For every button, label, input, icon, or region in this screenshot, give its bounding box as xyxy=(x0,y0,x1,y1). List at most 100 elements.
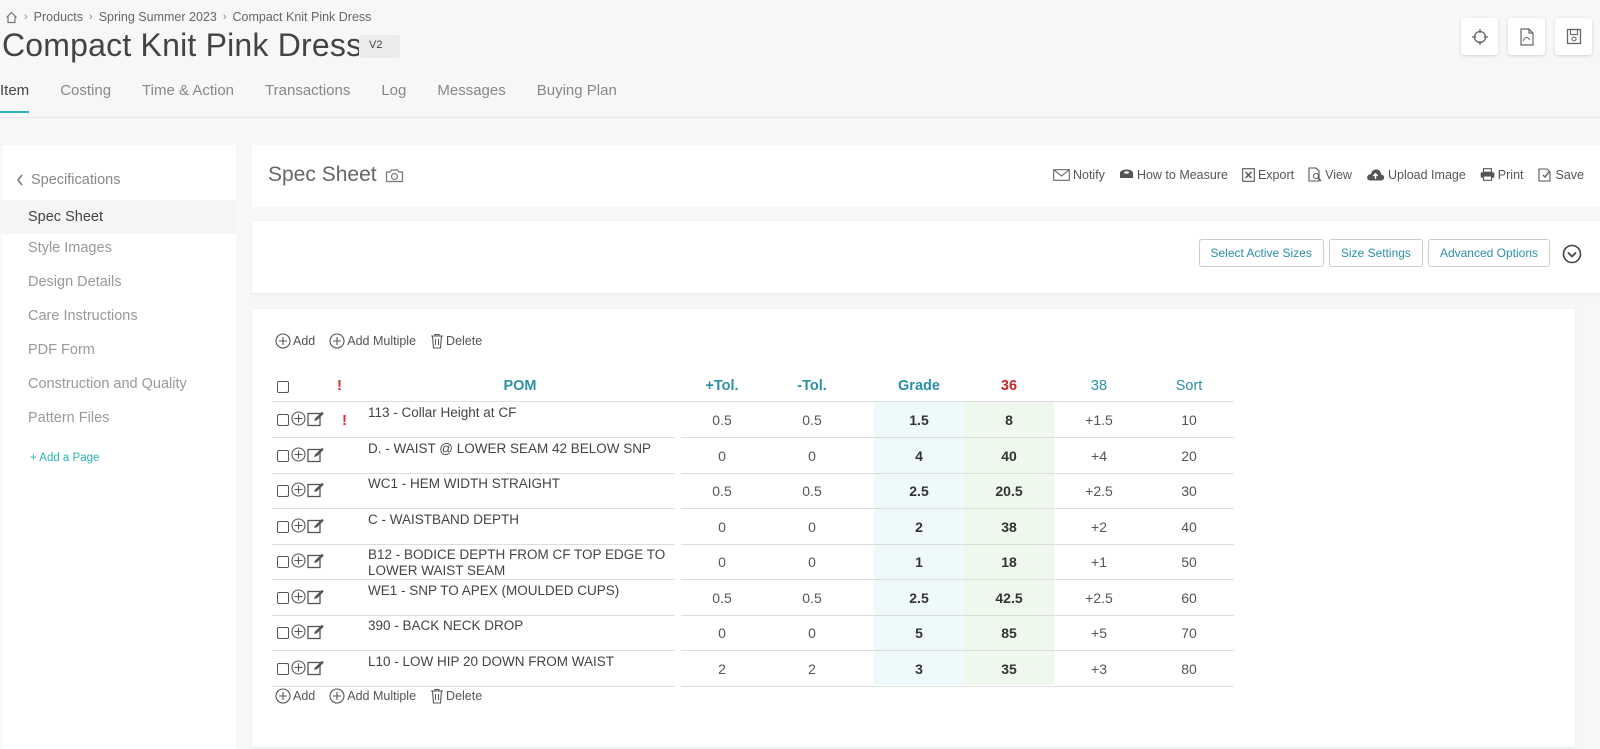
table-row[interactable]: B12 - BODICE DEPTH FROM CF TOP EDGE TO L… xyxy=(272,544,1234,580)
table-row[interactable]: D. - WAIST @ LOWER SEAM 42 BELOW SNP 0 0 4 4… xyxy=(272,438,1234,474)
cell-grade[interactable]: 2.5 xyxy=(909,483,929,499)
cell-size-38[interactable]: +1.5 xyxy=(1085,412,1113,428)
cell-minus-tol[interactable]: 0 xyxy=(808,518,816,535)
row-checkbox[interactable] xyxy=(277,591,289,604)
cell-sort[interactable]: 40 xyxy=(1181,518,1197,535)
cell-plus-tol[interactable]: 2 xyxy=(718,660,726,677)
header-pom[interactable]: POM xyxy=(503,378,537,394)
cell-size-36[interactable]: 85 xyxy=(1001,625,1017,641)
cell-plus-tol[interactable]: 0.5 xyxy=(712,412,732,428)
cell-grade[interactable]: 5 xyxy=(915,625,923,641)
table-row[interactable]: ! 113 - Collar Height at CF 0.5 0.5 1.5 8 +1.5… xyxy=(272,402,1234,438)
sidebar-item-pdf-form[interactable]: PDF Form xyxy=(28,342,95,358)
add-button[interactable]: Add xyxy=(275,688,315,704)
add-row-icon[interactable] xyxy=(291,411,306,426)
cell-pom[interactable]: B12 - BODICE DEPTH FROM CF TOP EDGE TO L… xyxy=(368,547,666,578)
sidebar-item-spec-sheet[interactable]: Spec Sheet xyxy=(2,200,236,234)
upload-image-button[interactable]: Upload Image xyxy=(1366,167,1466,182)
cell-minus-tol[interactable]: 2 xyxy=(808,660,816,677)
print-button[interactable]: Print xyxy=(1480,167,1524,182)
cell-pom[interactable]: C - WAISTBAND DEPTH xyxy=(368,511,520,527)
save-button[interactable]: Save xyxy=(1537,167,1584,182)
cell-size-38[interactable]: +2.5 xyxy=(1085,483,1113,499)
cell-size-38[interactable]: +3 xyxy=(1091,660,1107,677)
row-checkbox[interactable] xyxy=(277,627,289,639)
cell-sort[interactable]: 60 xyxy=(1181,589,1197,606)
pdf-button[interactable] xyxy=(1508,18,1545,55)
home-icon[interactable] xyxy=(5,11,18,24)
cell-size-36[interactable]: 18 xyxy=(1001,554,1017,570)
cell-pom[interactable]: 113 - Collar Height at CF xyxy=(368,405,517,420)
add-multiple-button[interactable]: Add Multiple xyxy=(329,333,416,349)
sidebar-item-pattern-files[interactable]: Pattern Files xyxy=(28,410,110,426)
select-active-sizes-button[interactable]: Select Active Sizes xyxy=(1198,239,1324,267)
sidebar-item-construction-quality[interactable]: Construction and Quality xyxy=(28,376,187,392)
header-size-38[interactable]: 38 xyxy=(1090,378,1108,394)
delete-button[interactable]: Delete xyxy=(430,688,482,704)
cell-size-38[interactable]: +5 xyxy=(1091,625,1107,641)
edit-icon[interactable] xyxy=(307,411,325,427)
size-settings-button[interactable]: Size Settings xyxy=(1328,239,1423,267)
tab-buying-plan[interactable]: Buying Plan xyxy=(536,82,617,99)
cell-size-36[interactable]: 8 xyxy=(1005,412,1013,428)
camera-icon[interactable] xyxy=(385,168,404,183)
row-checkbox[interactable] xyxy=(277,414,289,426)
cell-grade[interactable]: 3 xyxy=(915,660,923,677)
tab-transactions[interactable]: Transactions xyxy=(265,82,351,99)
cell-grade[interactable]: 4 xyxy=(915,447,923,464)
export-button[interactable]: Export xyxy=(1242,167,1294,182)
table-row[interactable]: C - WAISTBAND DEPTH 0 0 2 38 +2 40 xyxy=(272,509,1234,545)
add-button[interactable]: Add xyxy=(275,333,315,349)
row-checkbox[interactable] xyxy=(277,449,289,462)
add-row-icon[interactable] xyxy=(291,482,306,497)
edit-icon[interactable] xyxy=(307,589,325,605)
cell-size-38[interactable]: +4 xyxy=(1091,447,1107,464)
tab-log[interactable]: Log xyxy=(381,82,407,99)
cell-sort[interactable]: 30 xyxy=(1181,483,1197,499)
header-sort[interactable]: Sort xyxy=(1175,378,1203,394)
edit-icon[interactable] xyxy=(307,482,325,498)
add-row-icon[interactable] xyxy=(291,517,306,533)
cell-minus-tol[interactable]: 0 xyxy=(808,447,816,464)
cell-pom[interactable]: D. - WAIST @ LOWER SEAM 42 BELOW SNP xyxy=(368,440,652,456)
cell-pom[interactable]: WE1 - SNP TO APEX (MOULDED CUPS) xyxy=(368,582,620,598)
cell-minus-tol[interactable]: 0.5 xyxy=(802,589,822,606)
sidebar-item-care-instructions[interactable]: Care Instructions xyxy=(28,308,138,324)
breadcrumb-season[interactable]: Spring Summer 2023 xyxy=(98,10,217,24)
cell-plus-tol[interactable]: 0 xyxy=(718,447,726,464)
version-badge[interactable]: V2 xyxy=(359,35,400,58)
header-size-36[interactable]: 36 xyxy=(1000,378,1018,394)
cell-sort[interactable]: 70 xyxy=(1181,625,1197,641)
cell-grade[interactable]: 2.5 xyxy=(909,589,929,606)
cell-pom[interactable]: WC1 - HEM WIDTH STRAIGHT xyxy=(368,476,560,491)
edit-icon[interactable] xyxy=(307,447,325,463)
add-row-icon[interactable] xyxy=(291,446,306,462)
table-row[interactable]: L10 - LOW HIP 20 DOWN FROM WAIST 2 2 3 35 +3 8… xyxy=(272,651,1234,687)
sidebar-back-specifications[interactable]: Specifications xyxy=(16,172,120,188)
edit-icon[interactable] xyxy=(307,660,325,676)
save-layout-button[interactable] xyxy=(1555,18,1592,55)
cell-pom[interactable]: L10 - LOW HIP 20 DOWN FROM WAIST xyxy=(368,653,615,669)
cell-sort[interactable]: 50 xyxy=(1181,554,1197,570)
edit-icon[interactable] xyxy=(307,553,325,569)
cell-plus-tol[interactable]: 0.5 xyxy=(712,589,732,606)
cell-minus-tol[interactable]: 0 xyxy=(808,625,816,641)
cell-size-36[interactable]: 35 xyxy=(1001,660,1017,677)
advanced-options-button[interactable]: Advanced Options xyxy=(1427,239,1550,267)
edit-icon[interactable] xyxy=(307,518,325,534)
cell-size-38[interactable]: +2.5 xyxy=(1085,589,1113,606)
cell-plus-tol[interactable]: 0 xyxy=(718,518,726,535)
cell-sort[interactable]: 80 xyxy=(1181,660,1197,677)
select-all-checkbox[interactable] xyxy=(277,381,289,393)
add-multiple-button[interactable]: Add Multiple xyxy=(329,688,416,704)
cell-grade[interactable]: 1 xyxy=(915,554,923,570)
cell-minus-tol[interactable]: 0.5 xyxy=(802,412,822,428)
sidebar-item-design-details[interactable]: Design Details xyxy=(28,274,122,290)
table-row[interactable]: WE1 - SNP TO APEX (MOULDED CUPS) 0.5 0.5 2.… xyxy=(272,580,1234,616)
table-row[interactable]: 390 - BACK NECK DROP 0 0 5 85 +5 70 xyxy=(272,615,1234,651)
breadcrumb-products[interactable]: Products xyxy=(33,10,84,24)
row-checkbox[interactable] xyxy=(277,485,289,497)
cell-size-36[interactable]: 38 xyxy=(1001,518,1017,535)
tab-time-action[interactable]: Time & Action xyxy=(142,82,235,99)
edit-icon[interactable] xyxy=(307,624,325,640)
